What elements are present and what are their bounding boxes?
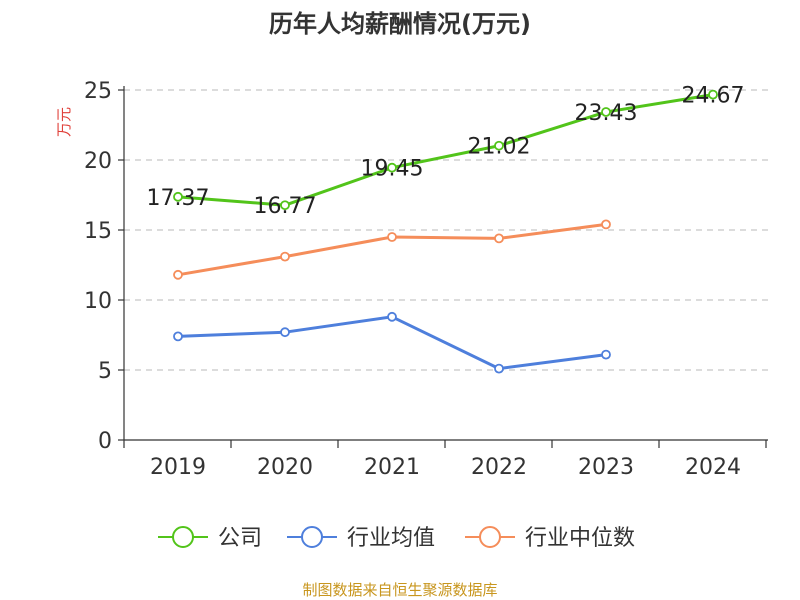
- legend-marker: [301, 526, 323, 548]
- series-line-3: [176, 222, 608, 277]
- data-point: [173, 191, 183, 202]
- data-labels: 17.37 16.77 19.45 21.02 23.43 24.67: [147, 84, 745, 220]
- y-tick-label: 5: [98, 359, 112, 384]
- y-tick-label: 0: [98, 429, 112, 454]
- data-point: [387, 311, 397, 322]
- legend-label: 行业均值: [347, 526, 435, 551]
- legend-item-3[interactable]: 行业中位数: [465, 526, 635, 551]
- legend-label: 公司: [218, 526, 262, 551]
- data-point: [387, 162, 397, 173]
- legend-marker: [479, 526, 501, 548]
- x-tick-labels: 2019 2020 2021 2022 2023 2024: [150, 455, 741, 480]
- y-tick-label: 10: [84, 289, 112, 314]
- series-layer: [173, 89, 718, 374]
- data-point: [494, 140, 504, 151]
- series-line-1: [176, 93, 715, 207]
- y-tick-label: 25: [84, 79, 112, 104]
- data-label: 21.02: [468, 135, 531, 160]
- data-point: [601, 219, 611, 230]
- data-point: [280, 327, 290, 338]
- legend-item-2[interactable]: 行业均值: [287, 526, 435, 551]
- data-point: [494, 363, 504, 374]
- data-label: 24.67: [682, 84, 745, 109]
- x-tick-label: 2023: [578, 455, 634, 480]
- x-tick-label: 2021: [364, 455, 420, 480]
- data-point: [173, 269, 183, 280]
- y-tick-label: 20: [84, 149, 112, 174]
- grid-lines: [124, 89, 768, 371]
- data-point: [173, 331, 183, 342]
- legend-label: 行业中位数: [525, 526, 635, 551]
- data-point: [387, 232, 397, 242]
- series-line-2: [176, 315, 608, 371]
- x-tick-label: 2024: [685, 455, 741, 480]
- data-point: [708, 89, 718, 100]
- y-axis-label: 万元: [55, 107, 73, 137]
- y-tick-label: 15: [84, 219, 112, 244]
- data-point: [494, 233, 504, 244]
- legend-marker: [172, 526, 194, 548]
- data-label: 16.77: [254, 194, 317, 219]
- y-tick-labels: 0 5 10 15 20 25: [84, 79, 112, 454]
- axes: [118, 86, 768, 448]
- source-note: 制图数据来自恒生聚源数据库: [302, 581, 497, 599]
- data-point: [601, 107, 611, 117]
- data-label: 19.45: [361, 157, 424, 182]
- x-tick-label: 2020: [257, 455, 313, 480]
- data-point: [601, 349, 611, 360]
- x-tick-label: 2022: [471, 455, 527, 480]
- data-label: 23.43: [575, 101, 638, 126]
- data-label: 17.37: [147, 186, 210, 211]
- legend[interactable]: 公司 行业均值 行业中位数: [158, 526, 635, 551]
- x-tick-label: 2019: [150, 455, 206, 480]
- data-point: [280, 200, 290, 211]
- legend-item-1[interactable]: 公司: [158, 526, 262, 551]
- chart-title: 历年人均薪酬情况(万元): [269, 10, 531, 38]
- data-point: [280, 251, 290, 262]
